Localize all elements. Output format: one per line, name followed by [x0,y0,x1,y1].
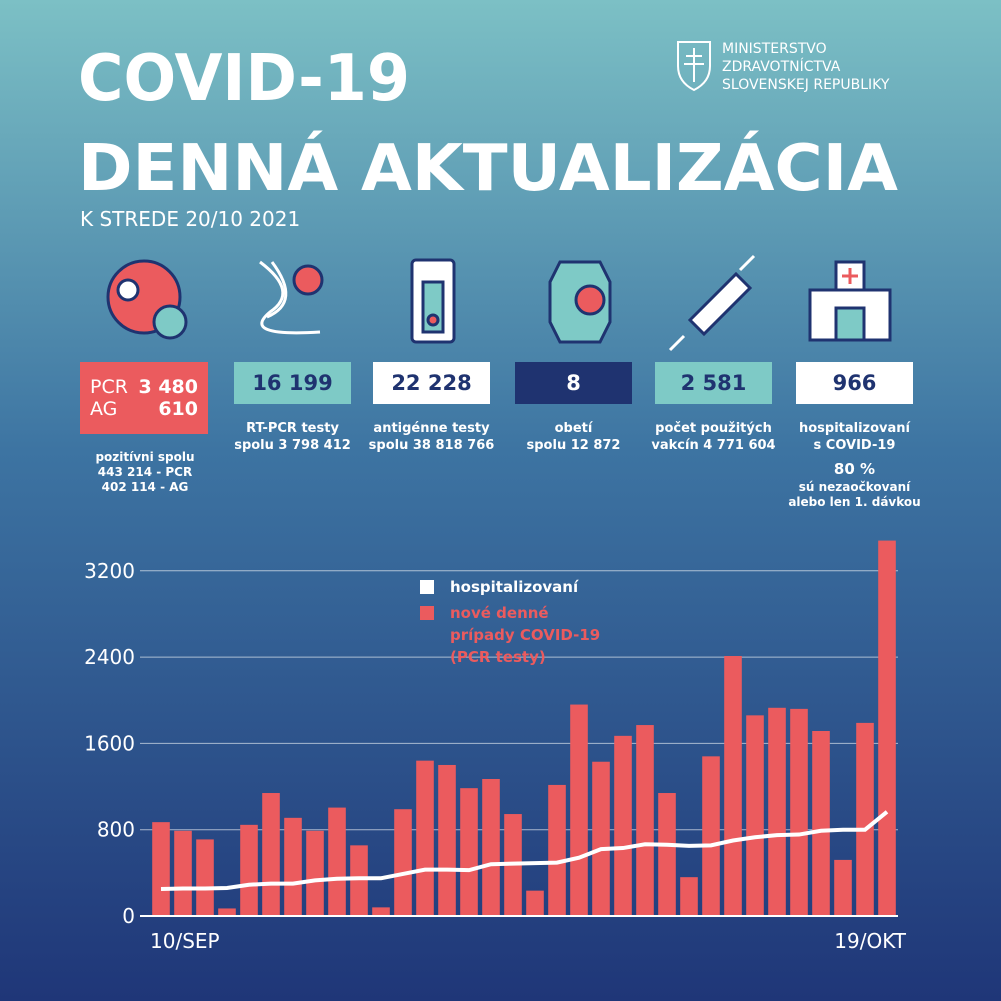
bar [328,807,346,916]
ag-label: AG [90,398,118,420]
stat-value: 8 [515,362,632,404]
legend-swatch [420,606,434,620]
bar [482,778,500,916]
pcr-label: PCR [90,376,128,398]
stat-label: počet použitých vakcín 4 771 604 [651,421,776,453]
bar [680,877,698,916]
bar [350,845,368,916]
bar [856,722,874,916]
bar [416,760,434,916]
y-tick-label: 1600 [84,731,135,755]
ag-value: 610 [158,398,198,420]
bar [262,793,280,916]
stat-label: antigénne testy spolu 38 818 766 [368,421,495,453]
ministry-line: MINISTERSTVO [722,41,827,57]
bar [790,708,808,916]
icons [106,254,892,352]
pcr-value: 3 480 [138,376,199,398]
positive-box: PCR 3 480 AG 610 [80,362,208,434]
y-tick-label: 2400 [84,645,135,669]
stat-extra-value: 80 % [833,460,876,478]
x-tick-label: 19/OKT [834,929,906,953]
line [160,810,889,892]
bar [394,809,412,916]
positive-note: pozitívni spolu 443 214 - PCR 402 114 - … [95,450,195,494]
bar [592,761,610,916]
logo [677,41,711,92]
bar [152,822,170,916]
y-tick-label: 0 [122,904,135,928]
x-tick-label: 10/SEP [150,929,220,953]
bar [548,784,566,916]
y-tick-label: 3200 [84,559,135,583]
stat-value: 2 581 [655,362,772,404]
legend-label: hospitalizovaní [450,578,579,596]
ministry-line: SLOVENSKEJ REPUBLIKY [722,77,890,93]
stat-label: hospitalizovaní s COVID-19 [798,421,911,453]
legend-swatch [420,580,434,594]
stat-value: 16 199 [234,362,351,404]
bar [702,756,720,916]
bar [460,788,478,916]
bar [768,707,786,916]
bar [834,859,852,916]
bar [306,830,324,916]
bar [570,704,588,916]
bar [526,890,544,916]
date: K STREDE 20/10 2021 [80,207,300,231]
stat-label: RT-PCR testy spolu 3 798 412 [234,421,351,453]
bar [812,730,830,916]
bar [636,725,654,916]
bar [174,830,192,916]
stat-value: 22 228 [373,362,490,404]
bar [196,839,214,916]
subtitle: DENNÁ AKTUALIZÁCIA [78,130,898,206]
ministry-line: ZDRAVOTNÍCTVA [722,58,841,75]
bar [218,908,236,916]
title: COVID-19 [78,42,410,116]
bar [372,907,390,916]
stat-value: 966 [796,362,913,404]
stat-extra-label: sú nezaočkovaní alebo len 1. dávkou [788,480,921,509]
bar [878,540,896,916]
bar [284,817,302,916]
bar [658,793,676,916]
bar [724,656,742,916]
y-tick-label: 800 [97,818,135,842]
bar [240,824,258,916]
legend-label: nové denné prípady COVID-19 (PCR testy) [450,604,601,666]
stat-label: obetí spolu 12 872 [526,421,621,453]
bar [746,715,764,916]
bar [438,764,456,916]
bar [614,735,632,916]
